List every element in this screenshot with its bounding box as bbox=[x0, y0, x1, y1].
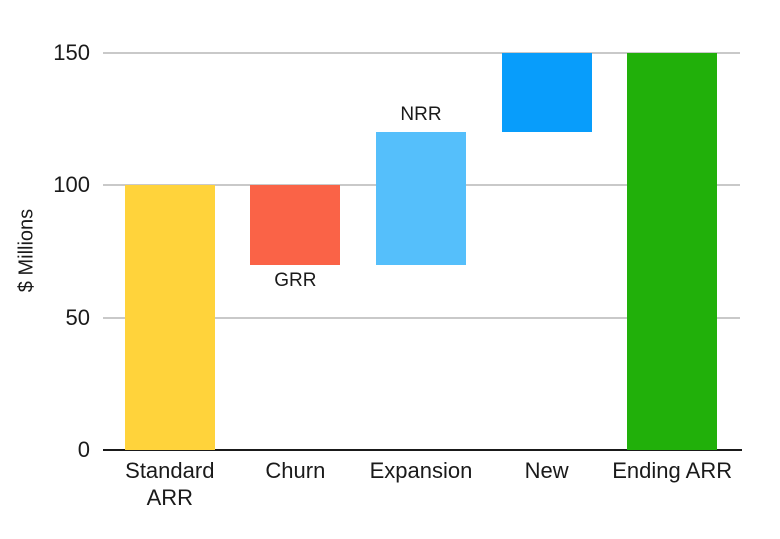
x-category-label-expansion: Expansion bbox=[351, 457, 491, 484]
bar-new bbox=[501, 53, 592, 133]
bar-expansion bbox=[376, 132, 466, 265]
x-category-label-line: Ending ARR bbox=[612, 458, 733, 483]
bar-churn bbox=[250, 185, 341, 265]
y-axis-title: $ Millions bbox=[15, 208, 38, 293]
x-category-label-line: Standard bbox=[125, 458, 215, 483]
gridline-150 bbox=[103, 52, 740, 54]
x-category-label-new: New bbox=[477, 457, 617, 484]
x-category-label-line: ARR bbox=[146, 485, 194, 510]
bar-ending-arr bbox=[627, 53, 718, 450]
gridline-50 bbox=[103, 316, 740, 319]
x-category-label-ending-arr: Ending ARR bbox=[602, 457, 742, 484]
x-category-label-line: Expansion bbox=[369, 458, 473, 483]
bar-annotation-nrr: NRR bbox=[400, 104, 442, 126]
x-category-label-standard-arr: Standard ARR bbox=[100, 457, 240, 511]
y-tick-label-150: 150 bbox=[53, 40, 90, 65]
x-category-label-churn: Churn bbox=[225, 457, 365, 484]
bar-standard-arr bbox=[124, 185, 215, 450]
x-category-label-line: Churn bbox=[265, 458, 326, 483]
bar-annotation-grr: GRR bbox=[274, 269, 317, 291]
x-axis-line bbox=[103, 449, 742, 451]
y-tick-label-100: 100 bbox=[53, 172, 90, 198]
y-tick-label-0: 0 bbox=[77, 437, 90, 462]
y-tick-label-50: 50 bbox=[65, 304, 90, 330]
x-category-label-line: New bbox=[524, 458, 569, 483]
